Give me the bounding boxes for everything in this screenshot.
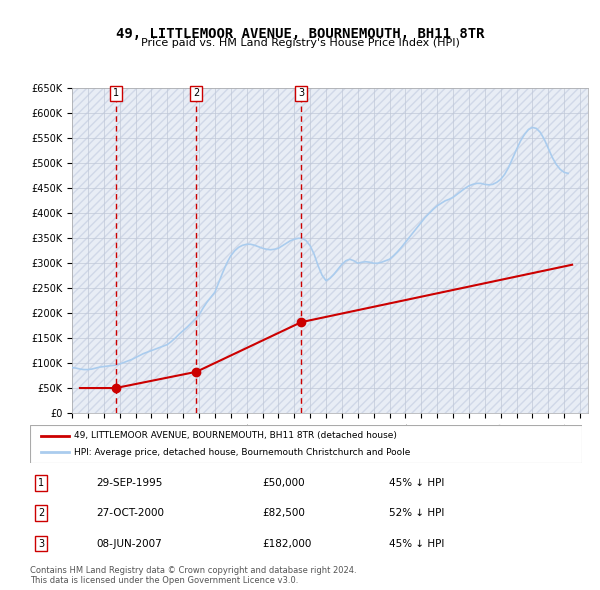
Text: 2: 2: [193, 88, 199, 99]
Text: 29-SEP-1995: 29-SEP-1995: [96, 478, 163, 488]
FancyBboxPatch shape: [30, 425, 582, 463]
Text: HPI: Average price, detached house, Bournemouth Christchurch and Poole: HPI: Average price, detached house, Bour…: [74, 448, 410, 457]
Text: 52% ↓ HPI: 52% ↓ HPI: [389, 509, 444, 518]
Text: 08-JUN-2007: 08-JUN-2007: [96, 539, 162, 549]
Text: 49, LITTLEMOOR AVENUE, BOURNEMOUTH, BH11 8TR (detached house): 49, LITTLEMOOR AVENUE, BOURNEMOUTH, BH11…: [74, 431, 397, 440]
Text: This data is licensed under the Open Government Licence v3.0.: This data is licensed under the Open Gov…: [30, 576, 298, 585]
Text: £50,000: £50,000: [262, 478, 304, 488]
Text: 2: 2: [38, 509, 44, 518]
Text: Price paid vs. HM Land Registry's House Price Index (HPI): Price paid vs. HM Land Registry's House …: [140, 38, 460, 48]
Text: 1: 1: [113, 88, 119, 99]
Text: 45% ↓ HPI: 45% ↓ HPI: [389, 539, 444, 549]
Text: 1: 1: [38, 478, 44, 488]
Text: £182,000: £182,000: [262, 539, 311, 549]
Text: 3: 3: [38, 539, 44, 549]
Text: 45% ↓ HPI: 45% ↓ HPI: [389, 478, 444, 488]
Text: 49, LITTLEMOOR AVENUE, BOURNEMOUTH, BH11 8TR: 49, LITTLEMOOR AVENUE, BOURNEMOUTH, BH11…: [116, 27, 484, 41]
Text: 3: 3: [298, 88, 304, 99]
Text: £82,500: £82,500: [262, 509, 305, 518]
Text: 27-OCT-2000: 27-OCT-2000: [96, 509, 164, 518]
Text: Contains HM Land Registry data © Crown copyright and database right 2024.: Contains HM Land Registry data © Crown c…: [30, 566, 356, 575]
